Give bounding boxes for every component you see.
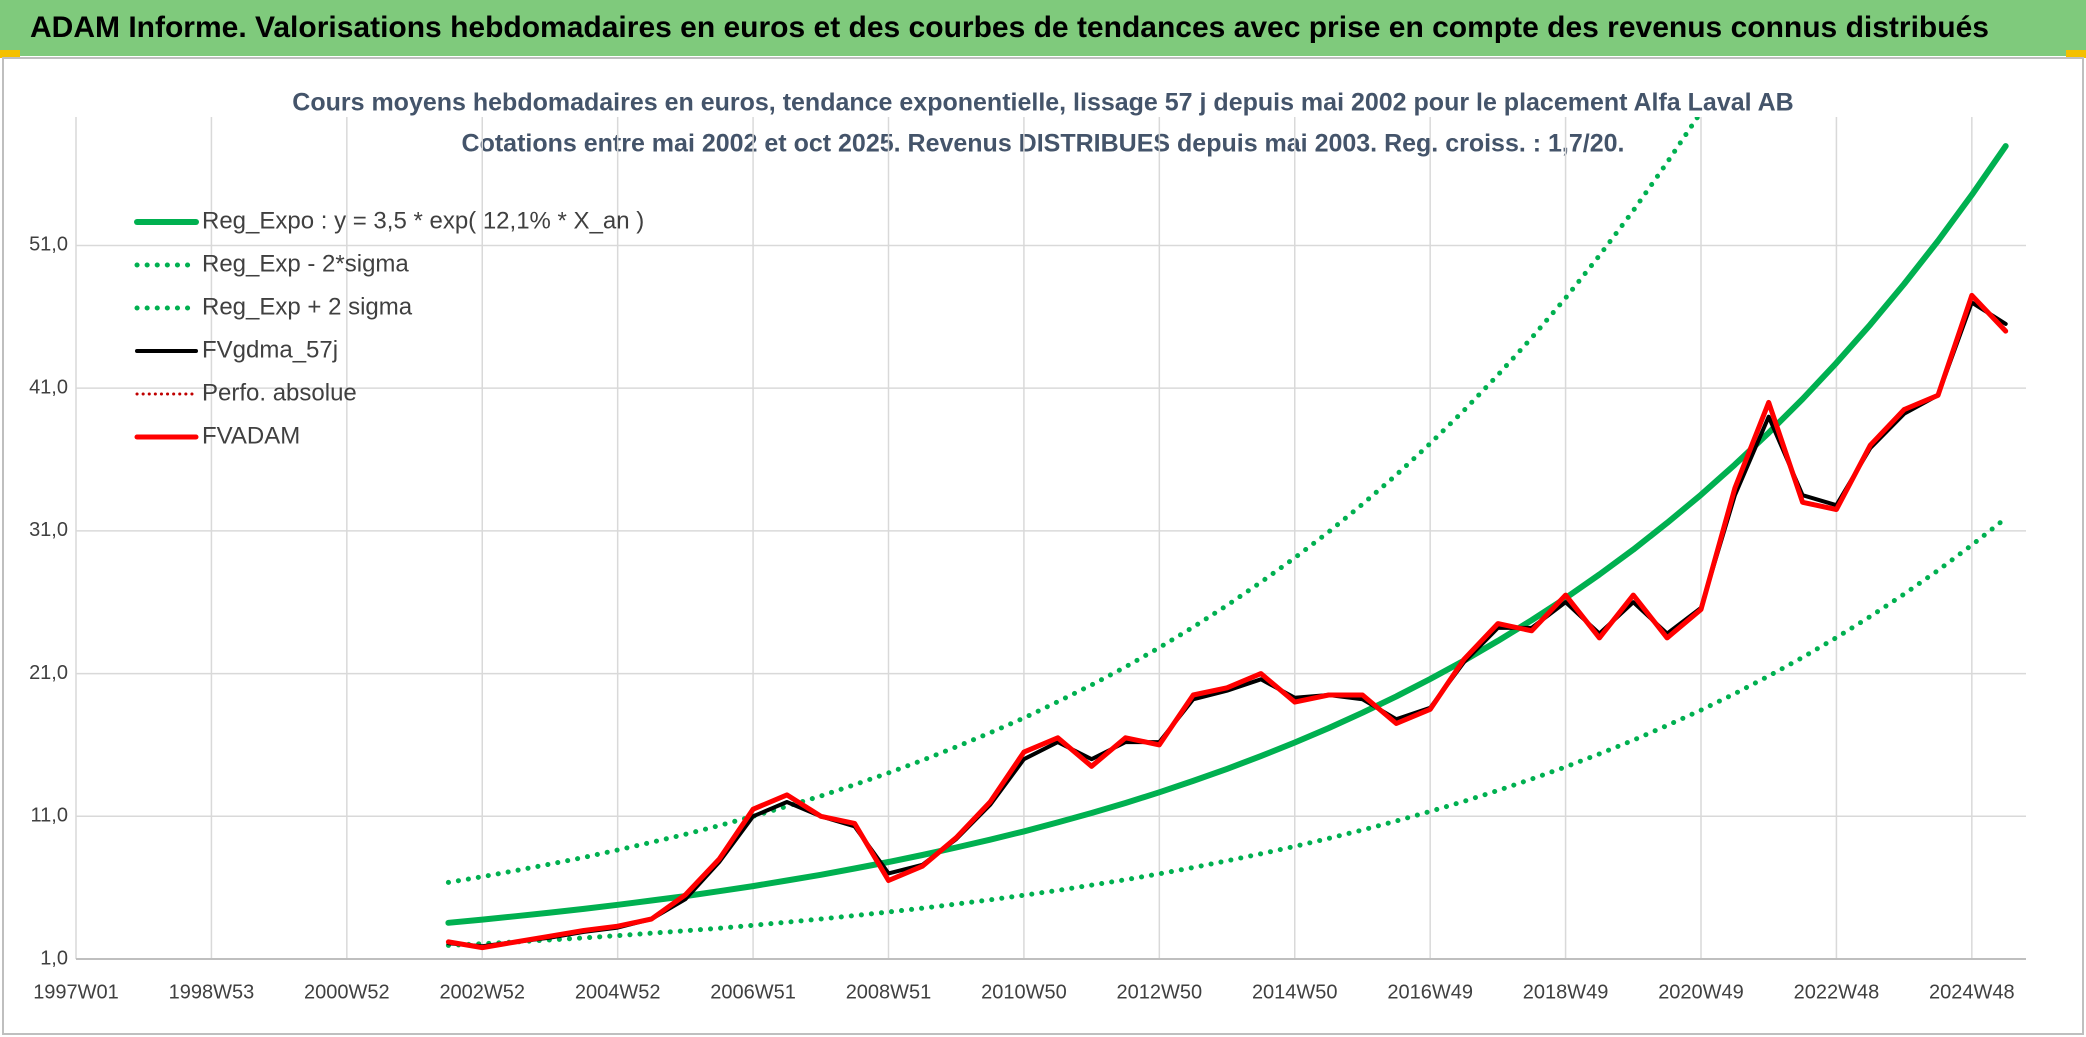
x-tick-label: 1997W01 [33,981,119,1003]
y-tick-label: 1,0 [40,947,68,969]
series-line [445,117,1701,885]
x-tick-label: 2006W51 [710,981,796,1003]
legend-label: Reg_Exp + 2 sigma [202,293,413,320]
legend-label: FVADAM [202,422,300,449]
x-tick-label: 2016W49 [1387,981,1473,1003]
chart-title: Cours moyens hebdomadaires en euros, ten… [292,89,1793,117]
y-tick-label: 21,0 [29,662,68,684]
legend-label: FVgdma_57j [202,336,338,363]
x-tick-label: 2024W48 [1929,981,2015,1003]
x-tick-label: 2012W50 [1117,981,1203,1003]
y-tick-label: 51,0 [29,234,68,256]
y-tick-label: 31,0 [29,519,68,541]
chart-frame [2,57,2084,1035]
x-tick-label: 2004W52 [575,981,661,1003]
corner [0,50,20,58]
series-line [445,292,2009,951]
title-bar [0,0,2086,56]
y-tick-label: 11,0 [31,805,68,827]
chart-subtitle: Cotations entre mai 2002 et oct 2025. Re… [462,130,1625,158]
corner [2066,50,2086,58]
x-tick-label: 2022W48 [1794,981,1880,1003]
x-tick-label: 2018W49 [1523,981,1609,1003]
x-tick-label: 2008W51 [846,981,932,1003]
plot-area [445,117,2009,951]
x-tick-label: 1998W53 [169,981,255,1003]
y-tick-label: 41,0 [29,376,68,398]
x-tick-label: 2010W50 [981,981,1067,1003]
x-tick-label: 2020W49 [1658,981,1744,1003]
x-tick-label: 2014W50 [1252,981,1338,1003]
x-tick-label: 2002W52 [439,981,525,1003]
x-tick-label: 2000W52 [304,981,390,1003]
series-line [445,515,2009,948]
legend-label: Perfo. absolue [202,379,357,406]
page-title: ADAM Informe. Valorisations hebdomadaire… [30,11,1989,44]
legend-label: Reg_Exp - 2*sigma [202,250,409,277]
legend-label: Reg_Expo : y = 3,5 * exp( 12,1% * X_an ) [202,207,644,234]
